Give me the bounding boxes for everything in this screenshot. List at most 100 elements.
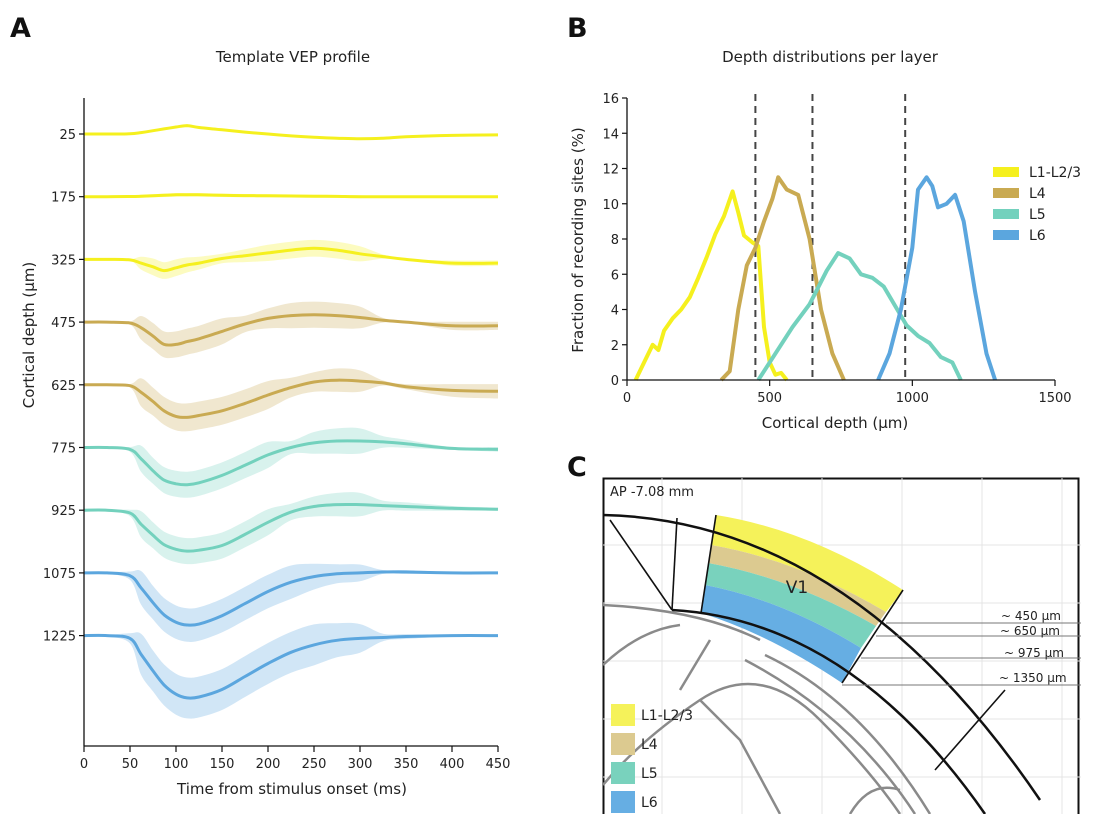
vep-x-label: Time from stimulus onset (ms) <box>176 780 407 798</box>
subcortical-outlines <box>603 603 932 814</box>
vep-lines <box>83 124 499 700</box>
dist-y-tick-label: 4 <box>611 304 619 319</box>
dist-y-ticks: 0 2 4 6 8 10 12 14 16 <box>602 92 627 389</box>
vep-trace-1075 <box>83 570 499 627</box>
atlas-legend-swatch-3 <box>611 791 635 813</box>
vep-time-tick-label: 50 <box>122 757 139 772</box>
dist-x-tick-label: 1000 <box>896 391 929 406</box>
dist-y-tick-label: 10 <box>602 198 619 213</box>
vep-time-tick-label: 200 <box>256 757 281 772</box>
layer-boundary-lines <box>754 94 907 380</box>
dist-legend-label-l23: L1-L2/3 <box>1029 165 1081 181</box>
atlas-legend-label-2: L5 <box>641 766 658 782</box>
panel-a-title: Template VEP profile <box>215 48 370 66</box>
atlas-legend-swatch-2 <box>611 762 635 784</box>
vep-trace-175 <box>84 193 498 199</box>
dist-x-tick-label: 0 <box>623 391 631 406</box>
dist-x-ticks: 0 500 1000 1500 <box>623 380 1072 406</box>
atlas-legend-swatch-1 <box>611 733 635 755</box>
cortex-inner-border <box>671 608 987 814</box>
depth-marker-lines <box>842 622 1081 686</box>
v1-layer-l5 <box>705 563 876 648</box>
vep-band-925 <box>84 492 498 565</box>
vep-time-tick-label: 150 <box>210 757 235 772</box>
dist-legend-swatch-l23 <box>993 167 1019 177</box>
dist-legend: L1-L2/3 L4 L5 L6 <box>993 165 1081 244</box>
atlas-legend-label-0: L1-L2/3 <box>641 708 693 724</box>
atlas-legend-label-1: L4 <box>641 737 658 753</box>
area-boundaries <box>609 514 1006 771</box>
dist-line-l23 <box>633 189 789 382</box>
vep-depth-tick-label: 175 <box>51 191 76 206</box>
vep-trace-475 <box>83 313 499 347</box>
dist-line-l6 <box>876 175 998 381</box>
depth-marker-450: ~ 450 µm <box>1001 609 1061 623</box>
vep-trace-925 <box>83 502 499 553</box>
panel-a-letter: A <box>10 13 31 44</box>
dist-x-label: Cortical depth (µm) <box>762 414 909 432</box>
vep-depth-tick-label: 475 <box>51 316 76 331</box>
atlas-legend-swatch-0 <box>611 704 635 726</box>
vep-time-ticks: 0 50 100 150 200 250 300 350 400 450 <box>80 746 511 772</box>
vep-y-label: Cortical depth (µm) <box>20 262 38 409</box>
dist-y-tick-label: 0 <box>611 374 619 389</box>
vep-time-tick-label: 400 <box>440 757 465 772</box>
vep-trace-325 <box>83 246 499 273</box>
dist-x-tick-label: 500 <box>757 391 782 406</box>
vep-time-tick-label: 250 <box>302 757 327 772</box>
vep-band-1075 <box>84 563 498 642</box>
vep-bands <box>84 125 498 719</box>
dist-x-tick-label: 1500 <box>1038 391 1071 406</box>
dist-line-l5 <box>756 251 963 382</box>
atlas-legend-label-3: L6 <box>641 795 658 811</box>
depth-marker-650: ~ 650 µm <box>1000 624 1060 638</box>
dist-line-l4 <box>719 175 846 382</box>
dist-legend-swatch-l4 <box>993 188 1019 198</box>
vep-depth-tick-label: 1225 <box>43 630 76 645</box>
v1-label: V1 <box>786 578 808 598</box>
vep-trace-625 <box>83 378 499 419</box>
vep-depth-tick-label: 775 <box>51 442 76 457</box>
panel-a: A Template VEP profile 25 175 325 475 625 775… <box>10 13 510 798</box>
dist-legend-swatch-l5 <box>993 209 1019 219</box>
dist-y-tick-label: 2 <box>611 339 619 354</box>
panel-b-letter: B <box>567 13 588 44</box>
depth-marker-1350: ~ 1350 µm <box>999 671 1067 685</box>
vep-time-tick-label: 0 <box>80 757 88 772</box>
cortex-outer-border <box>603 513 1042 801</box>
dist-y-tick-label: 16 <box>602 92 619 107</box>
atlas-legend: L1-L2/3 L4 L5 L6 <box>611 704 693 813</box>
vep-depth-tick-label: 1075 <box>43 567 76 582</box>
vep-trace-775 <box>83 439 499 487</box>
dist-legend-swatch-l6 <box>993 230 1019 240</box>
vep-trace-25 <box>84 124 499 141</box>
atlas-section <box>603 478 1081 814</box>
v1-layer-l4 <box>708 545 886 626</box>
depth-distribution-lines <box>633 175 998 382</box>
depth-marker-975: ~ 975 µm <box>1004 646 1064 660</box>
vep-band-775 <box>84 427 498 498</box>
panel-b: B Depth distributions per layer 0 2 4 6 8 10 1… <box>567 13 1081 432</box>
vep-depth-tick-label: 325 <box>51 253 76 268</box>
vep-band-625 <box>84 368 498 432</box>
vep-band-1225 <box>84 622 498 719</box>
dist-legend-label-l4: L4 <box>1029 186 1046 202</box>
vep-time-tick-label: 450 <box>486 757 511 772</box>
vep-trace-1225 <box>83 633 499 700</box>
dist-y-tick-label: 12 <box>602 163 619 178</box>
vep-depth-tick-label: 625 <box>51 379 76 394</box>
dist-y-tick-label: 6 <box>611 268 619 283</box>
panel-c-letter: C <box>567 452 587 483</box>
vep-time-tick-label: 100 <box>164 757 189 772</box>
panel-b-title: Depth distributions per layer <box>722 48 939 66</box>
vep-time-tick-label: 300 <box>348 757 373 772</box>
vep-depth-tick-label: 925 <box>51 504 76 519</box>
v1-layer-l1-l23 <box>711 515 903 612</box>
dist-legend-label-l6: L6 <box>1029 228 1046 244</box>
dist-y-label: Fraction of recording sites (%) <box>569 127 587 352</box>
dist-y-tick-label: 8 <box>611 233 619 248</box>
panel-c: C <box>567 452 1081 814</box>
vep-band-475 <box>84 301 498 359</box>
vep-time-tick-label: 350 <box>394 757 419 772</box>
